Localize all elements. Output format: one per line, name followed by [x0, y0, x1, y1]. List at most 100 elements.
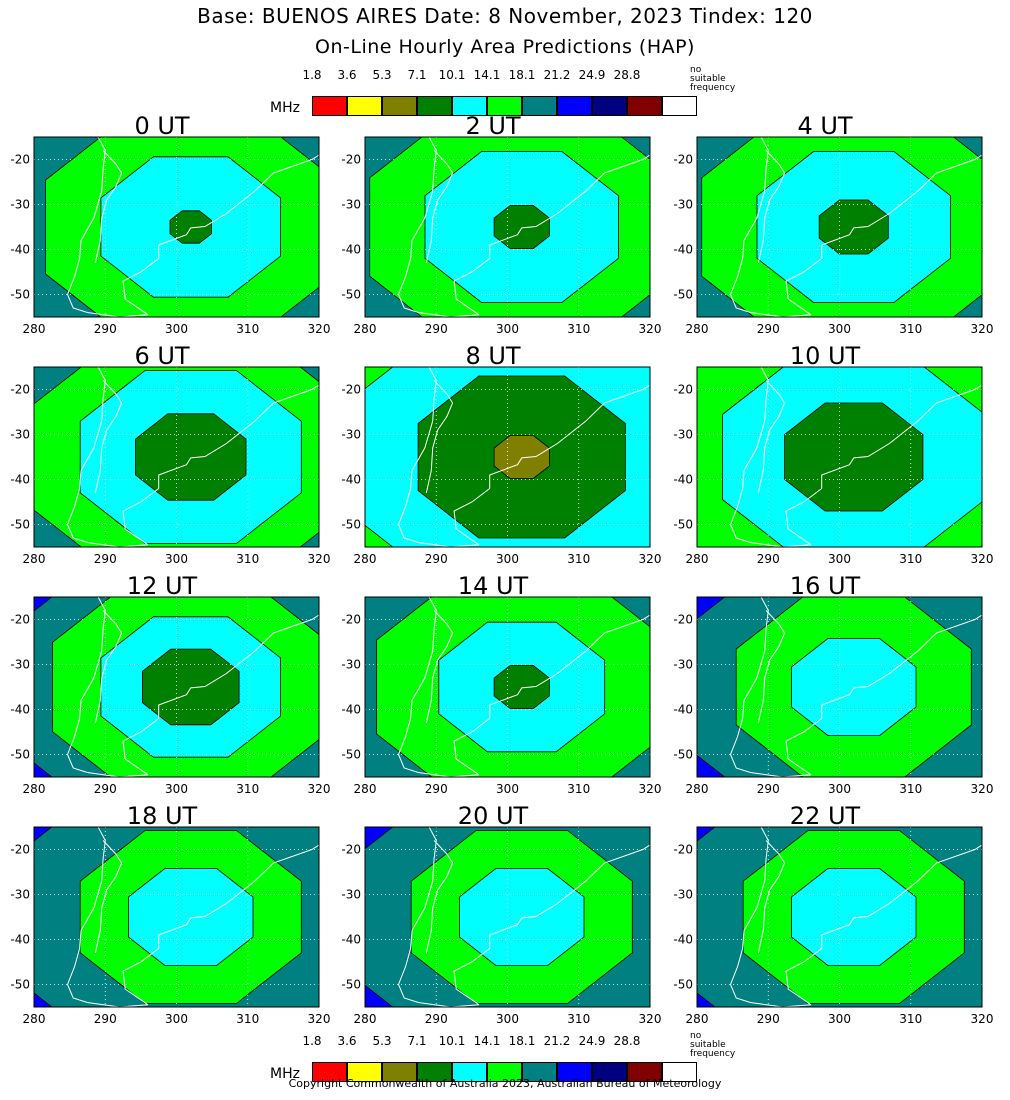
- legend-top: MHz 1.8 3.6 5.3 7.1 10.1 14.1 18.1 21.2 24.9 28.8 n…: [270, 66, 735, 116]
- coastline: [453, 154, 650, 316]
- x-tick-label: 320: [308, 782, 331, 796]
- y-tick-label: -30: [10, 888, 30, 902]
- x-tick-label: 280: [23, 1012, 46, 1026]
- legend-top-bin-label: 14.1: [473, 68, 501, 82]
- y-tick-label: -20: [673, 613, 693, 627]
- frequency-band-region: [791, 638, 917, 737]
- frequency-band-region: [135, 413, 247, 501]
- legend-top-swatch: [312, 96, 347, 116]
- y-tick-label: -50: [341, 518, 361, 532]
- x-tick-label: 310: [236, 1012, 259, 1026]
- legend-top-bin-label: 5.3: [372, 68, 392, 82]
- coastline: [397, 597, 480, 777]
- legend-bottom-no-suitable-label: no suitable frequency: [690, 1031, 736, 1059]
- page-subtitle: On-Line Hourly Area Predictions (HAP): [315, 36, 695, 58]
- legend-top-bin-label: 10.1: [438, 68, 466, 82]
- y-tick-label: -40: [673, 243, 693, 257]
- legend-top-bin-label: 3.6: [337, 68, 357, 82]
- panel-title: 0 UT: [134, 112, 190, 140]
- coastline: [453, 384, 650, 546]
- x-tick-label: 310: [899, 1012, 922, 1026]
- legend-bottom-bin-label: 24.9: [578, 1034, 606, 1048]
- y-tick-label: -20: [341, 613, 361, 627]
- legend-top-swatch: [382, 96, 417, 116]
- y-tick-label: -40: [10, 703, 30, 717]
- map-panel: 280 290 300 310 320 -20 -30 -40 -50 2 UT: [333, 112, 663, 342]
- y-tick-label: -50: [673, 978, 693, 992]
- legend-bottom-swatch: [417, 1062, 452, 1082]
- y-tick-label: -40: [673, 703, 693, 717]
- legend-top-swatch: [592, 96, 627, 116]
- coastline: [785, 614, 982, 776]
- country-border: [94, 380, 123, 494]
- legend-bottom-swatch: [382, 1062, 417, 1082]
- x-tick-label: 280: [686, 552, 709, 566]
- x-tick-label: 320: [971, 552, 994, 566]
- map-panel: 280 290 300 310 320 -20 -30 -40 -50 0 UT: [2, 112, 332, 342]
- x-tick-label: 300: [496, 1012, 519, 1026]
- y-tick-label: -40: [10, 243, 30, 257]
- legend-top-swatch: [662, 96, 697, 116]
- country-border: [757, 150, 786, 264]
- x-tick-label: 290: [425, 1012, 448, 1026]
- map-panel: 280 290 300 310 320 -20 -30 -40 -50 10 UT: [665, 342, 995, 572]
- map-panel: 280 290 300 310 320 -20 -30 -40 -50 6 UT: [2, 342, 332, 572]
- legend-bottom-swatch: [592, 1062, 627, 1082]
- y-tick-label: -50: [10, 288, 30, 302]
- y-tick-label: -50: [10, 978, 30, 992]
- frequency-band-region: [169, 210, 212, 244]
- y-tick-label: -50: [10, 748, 30, 762]
- y-tick-label: -50: [341, 748, 361, 762]
- y-tick-label: -30: [341, 658, 361, 672]
- x-tick-label: 310: [236, 322, 259, 336]
- x-tick-label: 300: [165, 322, 188, 336]
- legend-top-swatch: [522, 96, 557, 116]
- x-tick-label: 290: [94, 782, 117, 796]
- map-plot: 280 290 300 310 320 -20 -30 -40 -50: [341, 366, 661, 566]
- x-tick-label: 320: [971, 782, 994, 796]
- x-tick-label: 290: [757, 552, 780, 566]
- x-tick-label: 290: [425, 552, 448, 566]
- y-tick-label: -40: [341, 933, 361, 947]
- coastline: [785, 154, 982, 316]
- coastline: [729, 597, 812, 777]
- map-panel: 280 290 300 310 320 -20 -30 -40 -50 4 UT: [665, 112, 995, 342]
- legend-top-bin-label: 18.1: [508, 68, 536, 82]
- x-tick-label: 290: [757, 782, 780, 796]
- country-border: [425, 840, 454, 954]
- coastline: [66, 137, 149, 317]
- legend-top-swatch: [347, 96, 382, 116]
- map-panel: 280 290 300 310 320 -20 -30 -40 -50 18 UT: [2, 802, 332, 1032]
- coastline: [397, 137, 480, 317]
- panel-title: 14 UT: [457, 572, 529, 600]
- y-tick-label: -50: [673, 288, 693, 302]
- country-border: [425, 150, 454, 264]
- legend-bottom-bin-label: 21.2: [543, 1034, 571, 1048]
- map-plot: 280 290 300 310 320 -20 -30 -40 -50: [673, 136, 993, 336]
- x-tick-label: 300: [165, 552, 188, 566]
- y-tick-label: -30: [673, 888, 693, 902]
- map-plot: 280 290 300 310 320 -20 -30 -40 -50: [10, 136, 330, 336]
- coastline: [453, 844, 650, 1006]
- x-tick-label: 280: [23, 782, 46, 796]
- y-tick-label: -30: [673, 658, 693, 672]
- x-tick-label: 310: [236, 782, 259, 796]
- legend-bottom-swatch: [347, 1062, 382, 1082]
- legend-bottom: MHz 1.8 3.6 5.3 7.1 10.1 14.1 18.1 21.2 24.9 28.8 n…: [270, 1031, 736, 1082]
- map-panel: 280 290 300 310 320 -20 -30 -40 -50 22 UT: [665, 802, 995, 1032]
- country-border: [757, 610, 786, 724]
- frequency-band-region: [493, 435, 550, 480]
- x-tick-label: 320: [639, 782, 662, 796]
- x-tick-label: 310: [567, 1012, 590, 1026]
- frequency-band-region: [818, 199, 889, 255]
- legend-bottom-swatch: [452, 1062, 487, 1082]
- y-tick-label: -20: [673, 843, 693, 857]
- x-tick-label: 290: [94, 1012, 117, 1026]
- legend-bottom-swatch: [312, 1062, 347, 1082]
- legend-bottom-bin-label: 10.1: [438, 1034, 466, 1048]
- panel-title: 4 UT: [797, 112, 853, 140]
- y-tick-label: -40: [10, 473, 30, 487]
- x-tick-label: 310: [236, 552, 259, 566]
- country-border: [757, 840, 786, 954]
- country-border: [757, 380, 786, 494]
